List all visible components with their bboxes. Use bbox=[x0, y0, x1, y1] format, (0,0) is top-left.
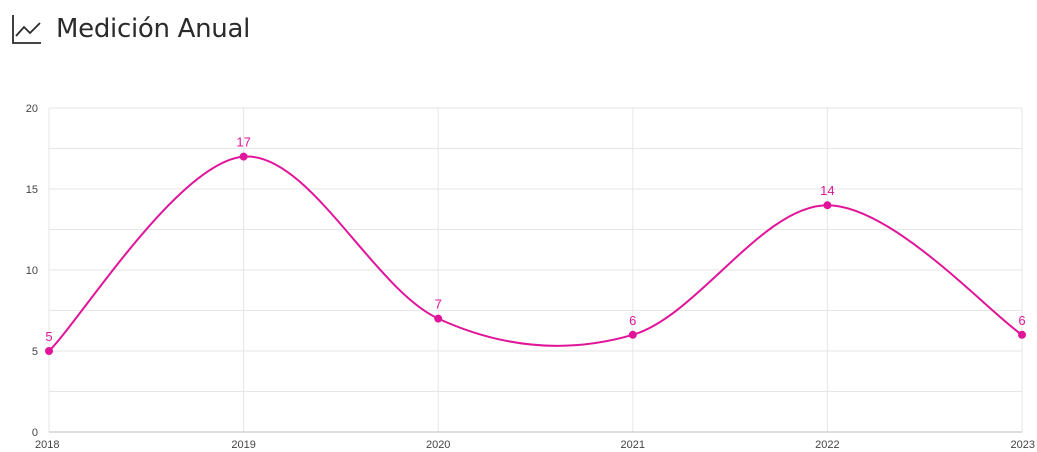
data-label: 5 bbox=[45, 329, 52, 344]
x-tick-label: 2021 bbox=[621, 439, 645, 451]
data-label: 14 bbox=[820, 183, 834, 198]
x-tick-label: 2018 bbox=[35, 439, 59, 451]
data-label: 7 bbox=[435, 297, 442, 312]
data-point bbox=[1018, 330, 1026, 339]
chart-header: Medición Anual bbox=[10, 12, 250, 46]
data-point bbox=[628, 330, 637, 339]
x-tick-label: 2023 bbox=[1011, 439, 1035, 451]
data-label: 6 bbox=[629, 313, 636, 328]
page-title: Medición Anual bbox=[56, 14, 251, 44]
y-tick-label: 10 bbox=[26, 265, 38, 277]
data-point bbox=[823, 201, 832, 210]
y-tick-label: 0 bbox=[32, 427, 38, 439]
y-tick-label: 15 bbox=[26, 184, 38, 196]
data-point bbox=[434, 314, 443, 323]
data-point bbox=[239, 152, 248, 161]
data-point bbox=[45, 347, 53, 355]
y-tick-label: 5 bbox=[32, 346, 38, 358]
line-chart-icon bbox=[12, 15, 41, 44]
data-label: 17 bbox=[236, 135, 250, 150]
y-tick-label: 20 bbox=[26, 103, 38, 115]
x-tick-label: 2019 bbox=[231, 439, 255, 451]
x-tick-label: 2020 bbox=[426, 439, 450, 451]
x-tick-label: 2022 bbox=[815, 439, 839, 451]
series-line bbox=[48, 155, 1023, 352]
data-label: 6 bbox=[1018, 313, 1025, 328]
